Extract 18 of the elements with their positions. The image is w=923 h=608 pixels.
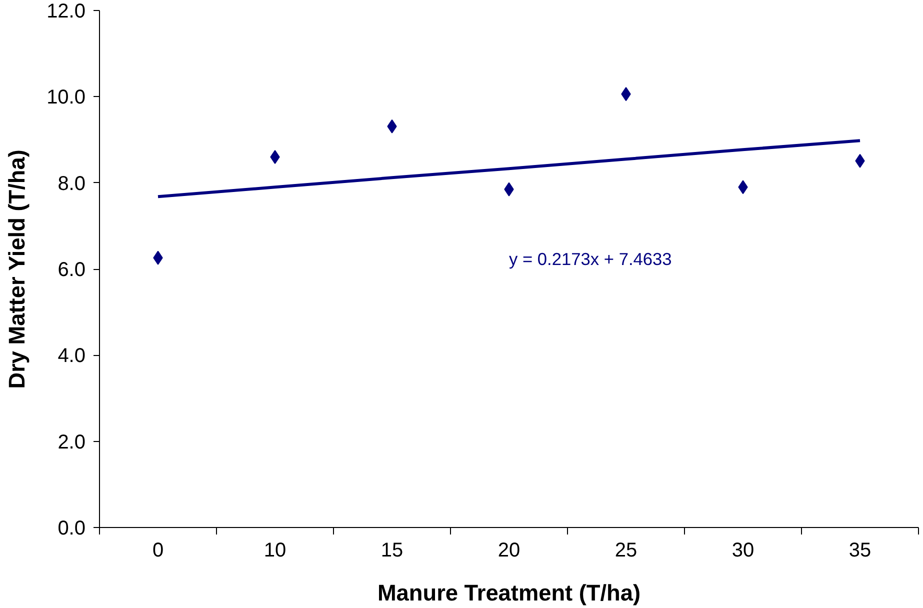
x-tick-label: 10 xyxy=(264,540,286,562)
x-tick-label: 15 xyxy=(380,540,404,562)
y-tick-label: 4.0 xyxy=(58,345,86,368)
y-tick-label: 8.0 xyxy=(58,172,86,195)
x-tick-label: 30 xyxy=(732,540,754,562)
y-tick-label: 6.0 xyxy=(58,259,86,281)
x-tick-label: 20 xyxy=(498,540,520,562)
y-tick-label: 10.0 xyxy=(46,86,86,109)
y-tick-label: 2.0 xyxy=(58,431,86,454)
y-tick-label: 0.0 xyxy=(58,518,86,540)
line-series xyxy=(156,139,862,198)
x-tick-label: 0 xyxy=(152,540,164,562)
y-tick-label: 12.0 xyxy=(46,0,86,22)
annotation: y = 0.2173x + 7.4633 xyxy=(509,249,672,269)
x-axis-title: Manure Treatment (T/ha) xyxy=(377,580,641,606)
x-tick-label: 35 xyxy=(848,540,872,562)
x-tick-label: 25 xyxy=(614,540,638,562)
y-axis-title: Dry Matter Yield (T/ha) xyxy=(4,150,30,389)
